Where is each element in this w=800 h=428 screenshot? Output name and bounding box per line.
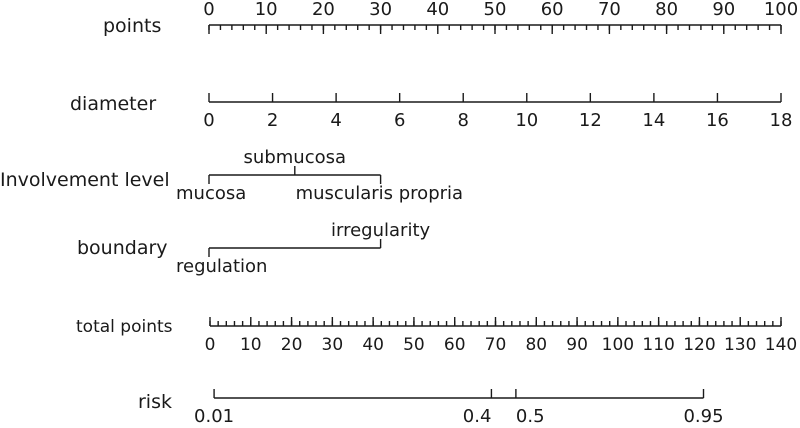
category-label-involvement_level: muscularis propria xyxy=(296,183,463,204)
tick-label-total_points: 110 xyxy=(642,335,674,355)
tick-label-points: 60 xyxy=(541,0,564,20)
tick-label-diameter: 14 xyxy=(642,110,665,131)
tick-label-total_points: 40 xyxy=(362,335,384,355)
row-label-involvement_level: Involvement level xyxy=(0,169,170,191)
tick-label-total_points: 140 xyxy=(765,335,797,355)
tick-label-points: 100 xyxy=(764,0,798,20)
tick-label-total_points: 80 xyxy=(525,335,547,355)
category-label-involvement_level: submucosa xyxy=(244,147,346,168)
tick-label-points: 20 xyxy=(312,0,335,20)
tick-label-points: 10 xyxy=(255,0,278,20)
row-total_points: total points 0 10 20 30 40 50 60 70 80 90 100 110 120… xyxy=(76,317,797,355)
row-label-risk: risk xyxy=(138,391,172,413)
row-label-diameter: diameter xyxy=(70,93,156,115)
tick-label-diameter: 8 xyxy=(457,110,468,131)
tick-label-points: 90 xyxy=(712,0,735,20)
tick-label-total_points: 30 xyxy=(322,335,344,355)
tick-label-total_points: 0 xyxy=(205,335,216,355)
tick-label-total_points: 20 xyxy=(281,335,303,355)
row-diameter: diameter 0 2 4 6 8 10 12 14 16 18 xyxy=(70,93,792,131)
tick-label-total_points: 60 xyxy=(444,335,466,355)
row-risk: risk 0.01 0.4 0.5 0.95 xyxy=(138,389,724,427)
tick-label-points: 30 xyxy=(369,0,392,20)
tick-label-diameter: 0 xyxy=(203,110,214,131)
row-involvement_level: Involvement level mucosa submucosa muscular… xyxy=(0,147,463,204)
tick-label-risk: 0.95 xyxy=(683,406,723,427)
tick-label-diameter: 2 xyxy=(267,110,278,131)
tick-label-points: 40 xyxy=(426,0,449,20)
tick-label-points: 70 xyxy=(598,0,621,20)
row-label-total_points: total points xyxy=(76,317,173,337)
tick-label-total_points: 50 xyxy=(403,335,425,355)
category-label-boundary: regulation xyxy=(176,256,267,277)
row-label-points: points xyxy=(103,15,161,37)
row-boundary: boundary regulation irregularity xyxy=(77,220,431,277)
category-label-boundary: irregularity xyxy=(331,220,430,241)
tick-label-total_points: 130 xyxy=(724,335,756,355)
tick-label-diameter: 16 xyxy=(706,110,729,131)
tick-label-risk: 0.5 xyxy=(516,406,545,427)
tick-label-diameter: 4 xyxy=(330,110,341,131)
tick-label-points: 50 xyxy=(484,0,507,20)
tick-label-diameter: 12 xyxy=(579,110,602,131)
category-label-involvement_level: mucosa xyxy=(176,183,246,204)
tick-label-points: 80 xyxy=(655,0,678,20)
tick-label-total_points: 120 xyxy=(683,335,715,355)
row-label-boundary: boundary xyxy=(77,237,168,259)
row-points: points 0 10 20 30 40 50 60 70 80 90 100 xyxy=(103,0,798,37)
tick-label-diameter: 10 xyxy=(515,110,538,131)
tick-label-diameter: 18 xyxy=(770,110,793,131)
tick-label-points: 0 xyxy=(203,0,214,20)
tick-label-diameter: 6 xyxy=(394,110,405,131)
tick-label-total_points: 70 xyxy=(485,335,507,355)
tick-label-total_points: 10 xyxy=(240,335,262,355)
tick-label-total_points: 90 xyxy=(566,335,588,355)
tick-label-risk: 0.4 xyxy=(463,406,492,427)
tick-label-total_points: 100 xyxy=(602,335,634,355)
tick-label-risk: 0.01 xyxy=(194,406,234,427)
